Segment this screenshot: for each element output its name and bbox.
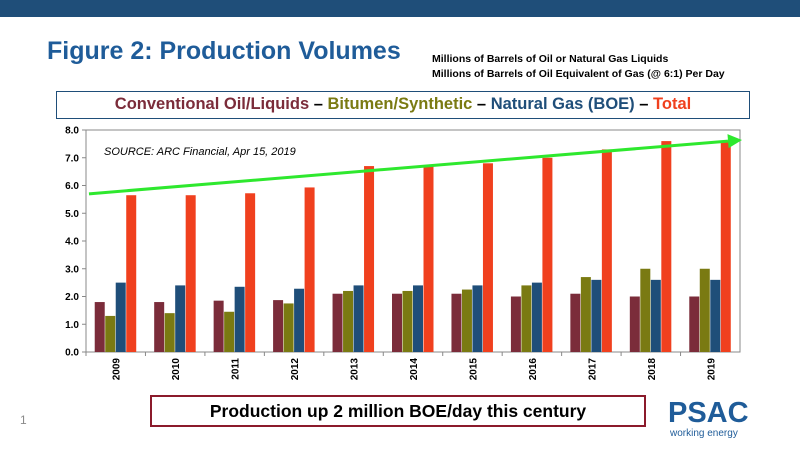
bar-bitumen-2014 (402, 290, 413, 352)
bar-bitumen-2011 (224, 311, 235, 352)
bar-conventional-2016 (510, 296, 521, 352)
y-tick-label: 7.0 (65, 153, 79, 164)
bar-bitumen-2010 (164, 313, 175, 352)
bar-total-2017 (601, 149, 612, 352)
bar-total-2016 (542, 157, 553, 352)
bar-conventional-2012 (273, 300, 284, 352)
bar-total-2012 (304, 187, 315, 352)
logo-tagline: working energy (670, 428, 738, 439)
bar-conventional-2015 (451, 293, 462, 352)
bar-gas-2015 (472, 285, 483, 352)
y-tick-label: 2.0 (65, 292, 79, 303)
x-tick-label: 2009 (112, 358, 123, 381)
y-tick-label: 3.0 (65, 264, 79, 275)
trend-arrowhead (727, 134, 742, 149)
bar-conventional-2017 (570, 293, 581, 352)
bar-conventional-2018 (629, 296, 640, 352)
x-tick-label: 2011 (231, 358, 242, 380)
logo-text: PSAC (668, 397, 749, 429)
bar-gas-2013 (353, 285, 364, 352)
bar-gas-2018 (650, 279, 661, 352)
top-banner (0, 0, 800, 17)
bar-gas-2011 (234, 286, 245, 352)
legend-total: Total (653, 95, 692, 113)
bar-total-2011 (245, 193, 256, 352)
bar-bitumen-2009 (105, 315, 116, 352)
bar-gas-2017 (591, 279, 602, 352)
bar-total-2019 (720, 141, 731, 352)
y-tick-label: 1.0 (65, 320, 79, 331)
bar-conventional-2009 (94, 302, 105, 352)
x-tick-label: 2013 (350, 358, 361, 381)
bar-total-2018 (661, 141, 672, 352)
page-number: 1 (20, 413, 27, 427)
bar-conventional-2011 (213, 300, 224, 352)
x-tick-label: 2016 (528, 358, 539, 381)
y-tick-label: 0.0 (65, 348, 79, 359)
source-annotation: SOURCE: ARC Financial, Apr 15, 2019 (104, 146, 296, 158)
bar-gas-2012 (294, 288, 305, 352)
bar-bitumen-2013 (343, 290, 354, 352)
production-chart: 0.0 1.0 2.0 3.0 4.0 5.0 6.0 7.0 8.0 2009 2010 2011 2… (65, 126, 742, 381)
psac-logo: PSAC working energy (668, 398, 768, 442)
bar-bitumen-2016 (521, 285, 532, 352)
bar-bitumen-2019 (699, 268, 710, 352)
bar-bitumen-2017 (580, 277, 591, 352)
bar-bitumen-2012 (283, 303, 294, 352)
callout-box: Production up 2 million BOE/day this cen… (150, 395, 646, 427)
page-title: Figure 2: Production Volumes (47, 37, 401, 65)
y-tick-label: 8.0 (65, 126, 79, 137)
bar-total-2009 (126, 195, 137, 352)
legend-separator: – (309, 95, 328, 113)
bar-gas-2010 (175, 285, 186, 352)
x-tick-label: 2012 (290, 358, 301, 381)
legend-conventional: Conventional Oil/Liquids (114, 95, 310, 113)
x-tick-label: 2017 (587, 358, 598, 381)
chart-subtitle: Millions of Barrels of Oil or Natural Ga… (432, 52, 725, 82)
legend-separator: – (472, 95, 491, 113)
bar-total-2014 (423, 166, 434, 352)
bar-gas-2016 (531, 282, 542, 352)
y-tick-label: 5.0 (65, 209, 79, 220)
bar-bitumen-2018 (640, 268, 651, 352)
trend-line (88, 139, 729, 196)
bar-conventional-2014 (392, 293, 402, 352)
bar-gas-2009 (115, 282, 126, 352)
x-tick-label: 2010 (171, 358, 182, 381)
subtitle-line-2: Millions of Barrels of Oil Equivalent of… (432, 68, 725, 80)
legend-separator: – (634, 95, 654, 113)
bar-conventional-2019 (689, 296, 700, 352)
bar-conventional-2010 (154, 302, 165, 352)
bar-gas-2014 (413, 285, 423, 352)
legend: Conventional Oil/Liquids – Bitumen/Synth… (56, 91, 750, 119)
legend-gas: Natural Gas (BOE) (490, 95, 635, 113)
bar-conventional-2013 (332, 293, 343, 352)
bar-total-2010 (185, 195, 196, 352)
subtitle-line-1: Millions of Barrels of Oil or Natural Ga… (432, 53, 669, 65)
x-tick-label: 2019 (706, 358, 717, 381)
bar-total-2015 (482, 163, 493, 352)
x-tick-label: 2014 (409, 358, 420, 381)
legend-bitumen: Bitumen/Synthetic (327, 95, 473, 113)
bar-bitumen-2015 (461, 289, 472, 352)
y-tick-label: 4.0 (65, 237, 79, 248)
y-tick-label: 6.0 (65, 181, 79, 192)
bar-total-2013 (364, 166, 375, 352)
x-tick-label: 2018 (647, 358, 658, 381)
bar-gas-2019 (710, 279, 721, 352)
x-tick-label: 2015 (468, 358, 479, 381)
